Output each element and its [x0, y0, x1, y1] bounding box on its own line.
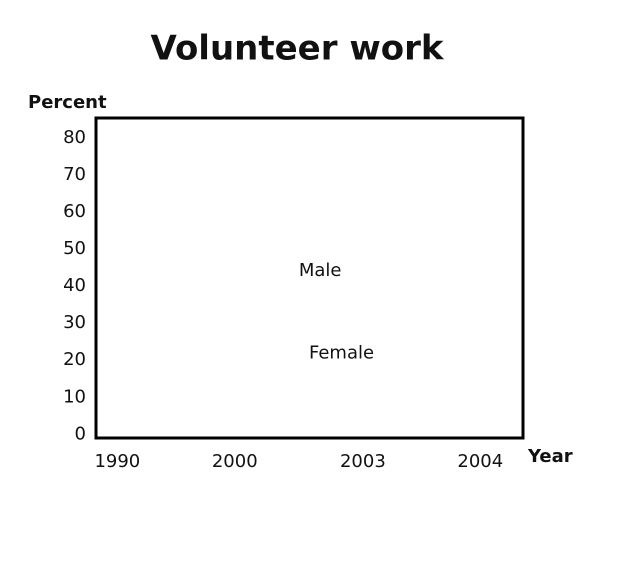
series-label: Female	[309, 342, 374, 363]
x-tick-label: 1990	[94, 451, 140, 472]
chart-title: Volunteer work	[150, 29, 444, 69]
x-tick-label: 2000	[212, 451, 258, 472]
y-tick-label: 0	[75, 423, 86, 444]
x-axis-label: Year	[527, 446, 573, 467]
y-tick-label: 30	[63, 312, 86, 333]
x-tick-label: 2003	[340, 451, 386, 472]
plot-frame	[94, 116, 525, 440]
y-tick-label: 80	[63, 127, 86, 148]
y-tick-label: 20	[63, 349, 86, 370]
x-tick-label: 2004	[457, 451, 503, 472]
y-tick-label: 10	[63, 386, 86, 407]
y-tick-label: 40	[63, 275, 86, 296]
y-tick-label: 50	[63, 238, 86, 259]
y-tick-label: 70	[63, 164, 86, 185]
y-axis-label: Percent	[28, 92, 107, 113]
y-tick-label: 60	[63, 201, 86, 222]
series-label: Male	[299, 260, 342, 281]
